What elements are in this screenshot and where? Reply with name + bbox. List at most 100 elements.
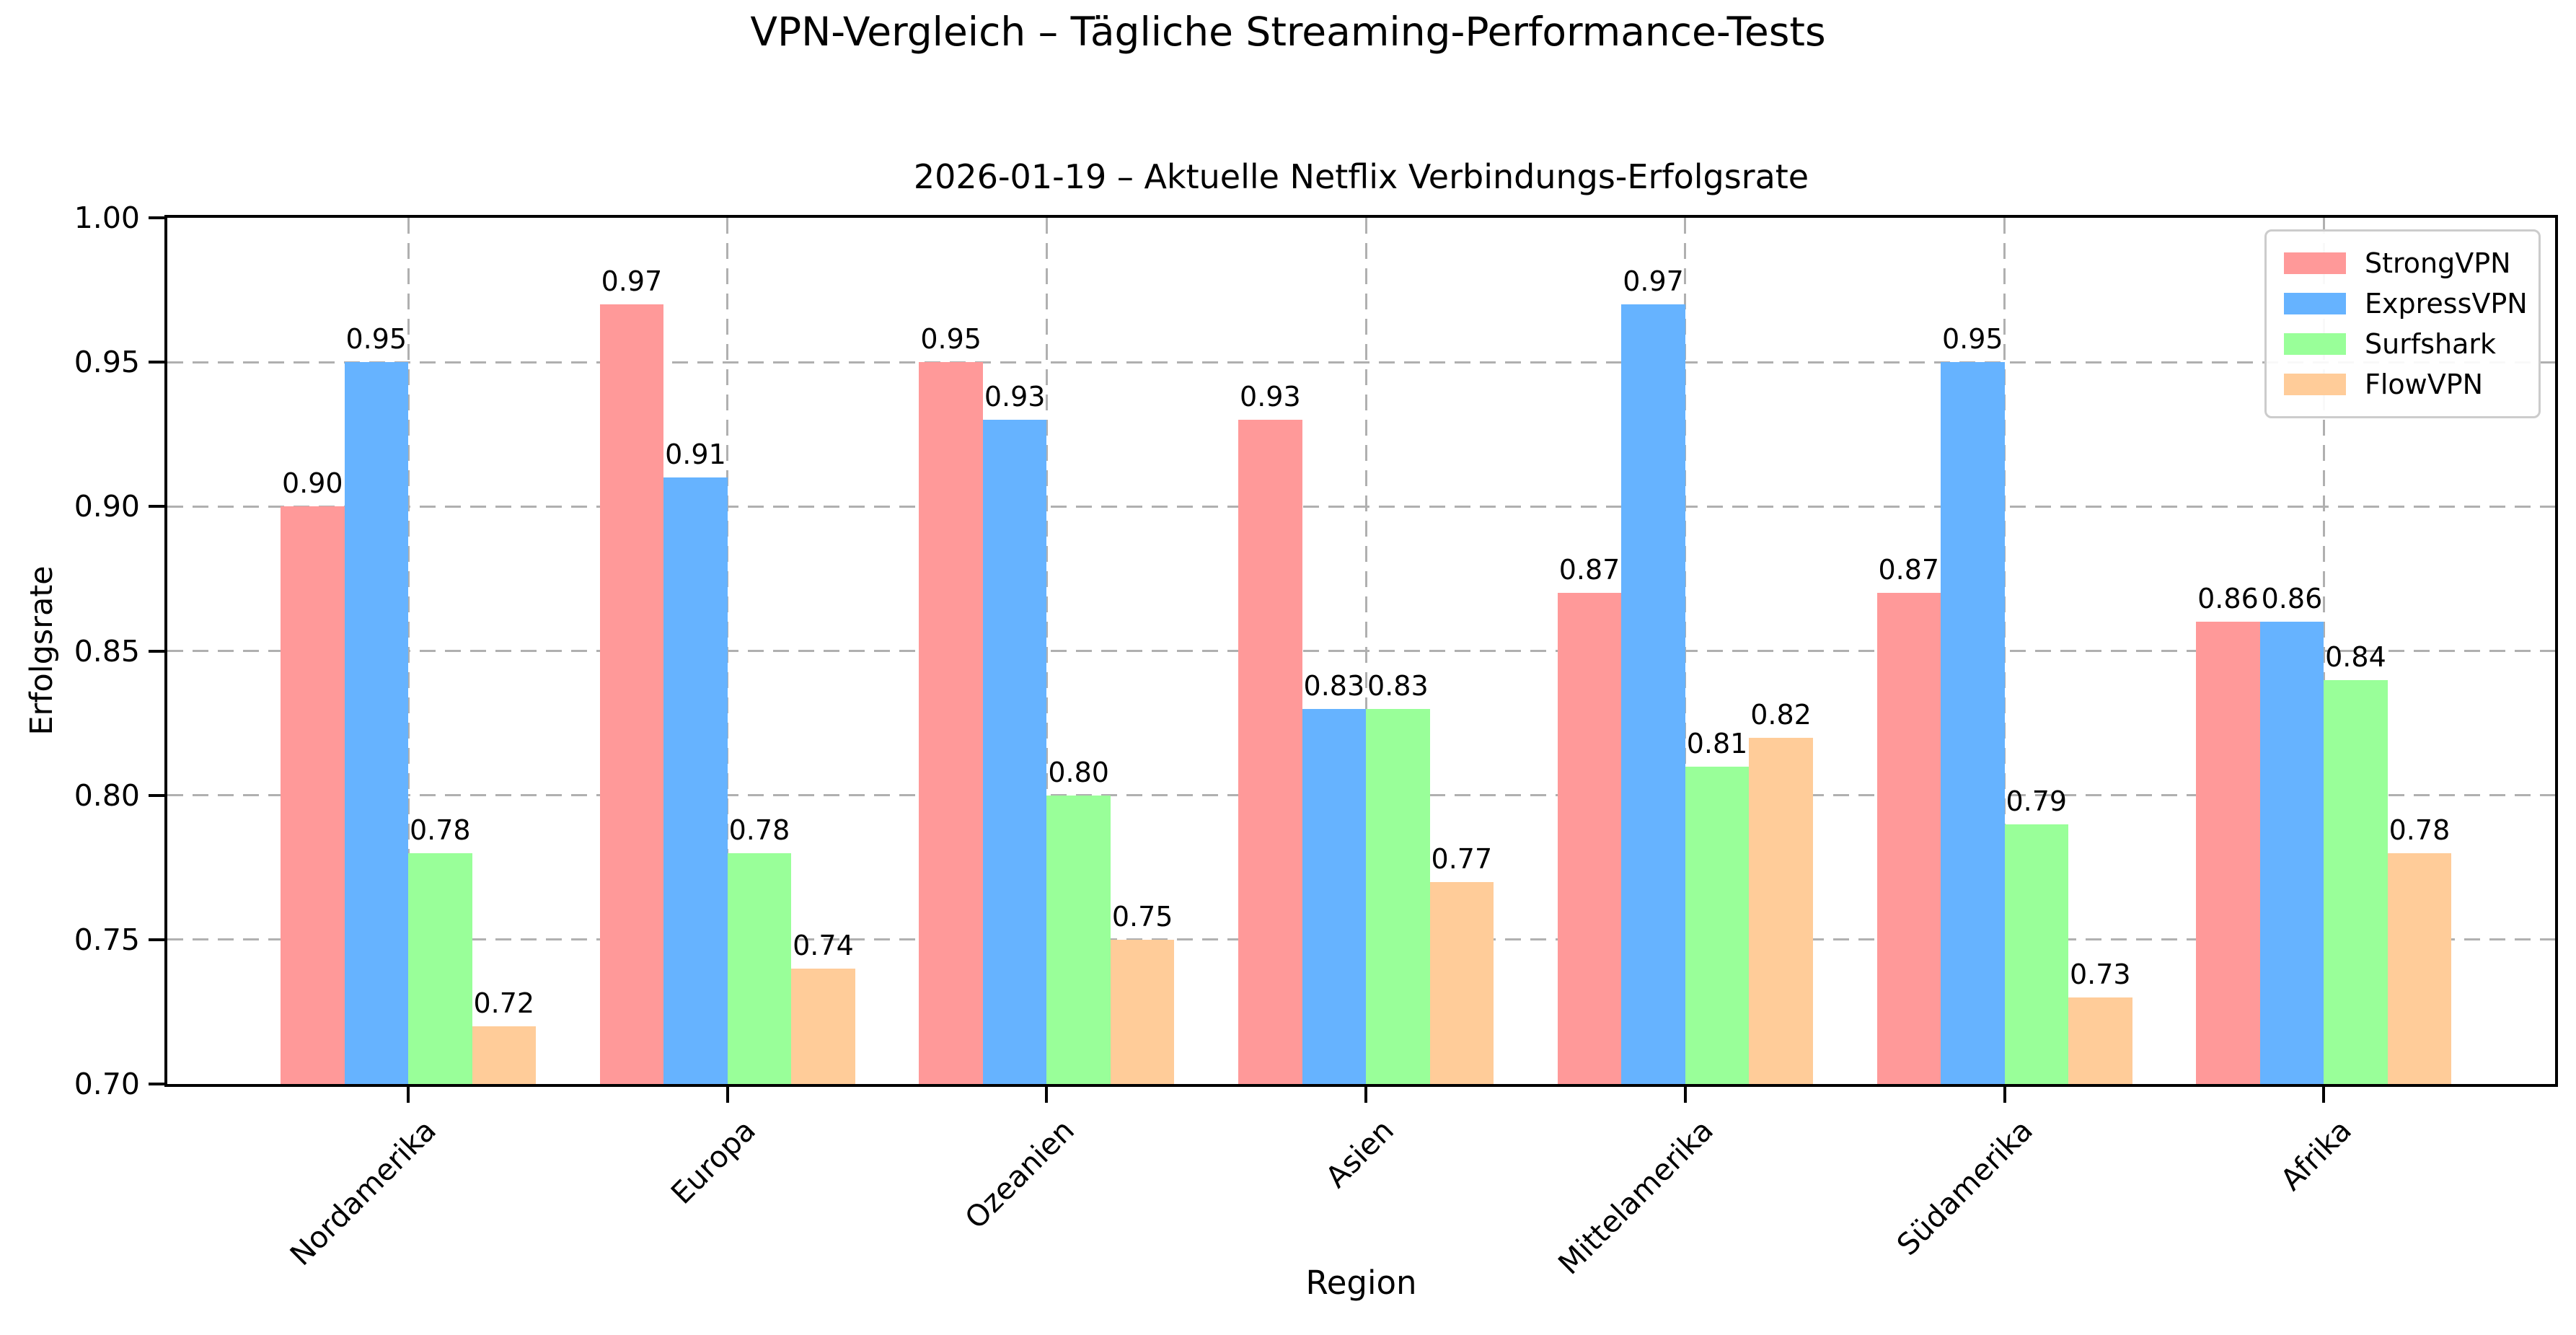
y-axis-tick bbox=[149, 793, 164, 797]
bar-surfshark-afrika bbox=[2324, 679, 2388, 1084]
gridline-vertical bbox=[1684, 218, 1687, 1084]
bar-value-label: 0.86 bbox=[2261, 583, 2323, 615]
bar-strongvpn-afrika bbox=[2196, 622, 2260, 1084]
legend-entry-expressvpn: ExpressVPN bbox=[2284, 289, 2528, 318]
legend-label: FlowVPN bbox=[2365, 369, 2484, 400]
bar-flowvpn-afrika bbox=[2387, 852, 2452, 1084]
gridline-vertical bbox=[407, 218, 410, 1084]
figure-title: VPN-Vergleich – Tägliche Streaming-Perfo… bbox=[750, 9, 1826, 55]
bar-surfshark-südamerika bbox=[2004, 824, 2068, 1084]
x-tick-label: Ozeanien bbox=[958, 1113, 1082, 1236]
y-tick-label: 0.70 bbox=[74, 1067, 140, 1101]
bar-value-label: 0.97 bbox=[1623, 265, 1684, 298]
bar-expressvpn-südamerika bbox=[1941, 362, 2005, 1084]
bar-strongvpn-europa bbox=[599, 304, 664, 1084]
bar-value-label: 0.90 bbox=[281, 467, 343, 500]
bar-value-label: 0.93 bbox=[1240, 381, 1301, 413]
bar-value-label: 0.93 bbox=[984, 381, 1046, 413]
bar-expressvpn-ozeanien bbox=[982, 420, 1047, 1084]
bar-expressvpn-europa bbox=[663, 477, 728, 1084]
bar-value-label: 0.75 bbox=[1111, 900, 1173, 933]
bar-flowvpn-mittelamerika bbox=[1749, 737, 1813, 1084]
legend-swatch bbox=[2284, 293, 2346, 314]
bar-value-label: 0.87 bbox=[1878, 554, 1940, 586]
bar-strongvpn-mittelamerika bbox=[1557, 593, 1622, 1084]
bar-value-label: 0.72 bbox=[473, 987, 535, 1019]
bar-strongvpn-nordamerika bbox=[281, 506, 345, 1084]
plot-area: 0.90 0.95 0.78 0.72 0.97 0.91 0.78 0.74 0.95 0.93… bbox=[164, 215, 2558, 1087]
legend-label: StrongVPN bbox=[2365, 247, 2511, 279]
x-tick-label: Afrika bbox=[2274, 1113, 2359, 1197]
x-axis-tick bbox=[2322, 1087, 2326, 1103]
bar-value-label: 0.95 bbox=[920, 323, 982, 356]
axes-title: 2026-01-19 – Aktuelle Netflix Verbindung… bbox=[913, 157, 1809, 196]
x-axis-tick bbox=[1364, 1087, 1368, 1103]
bar-value-label: 0.86 bbox=[2197, 583, 2259, 615]
bar-strongvpn-asien bbox=[1238, 420, 1302, 1084]
y-tick-label: 1.00 bbox=[74, 201, 140, 235]
legend-entry-surfshark: Surfshark bbox=[2284, 330, 2521, 358]
x-axis-label: Region bbox=[1305, 1264, 1417, 1302]
x-tick-label: Mittelamerika bbox=[1551, 1113, 1720, 1282]
bar-value-label: 0.84 bbox=[2325, 640, 2386, 673]
x-axis-tick bbox=[407, 1087, 410, 1103]
y-tick-label: 0.90 bbox=[74, 489, 140, 524]
bar-value-label: 0.78 bbox=[409, 814, 471, 846]
gridline-horizontal bbox=[167, 361, 2555, 364]
bar-expressvpn-asien bbox=[1302, 708, 1367, 1084]
legend-label: Surfshark bbox=[2365, 328, 2497, 360]
y-tick-label: 0.75 bbox=[74, 922, 140, 957]
bar-value-label: 0.78 bbox=[728, 814, 790, 846]
y-tick-label: 0.85 bbox=[74, 633, 140, 669]
bar-value-label: 0.74 bbox=[793, 929, 854, 961]
x-axis-tick bbox=[725, 1087, 729, 1103]
gridline-vertical bbox=[726, 218, 729, 1084]
bar-expressvpn-nordamerika bbox=[344, 362, 408, 1084]
bar-value-label: 0.83 bbox=[1303, 669, 1365, 702]
bar-value-label: 0.73 bbox=[2069, 958, 2131, 990]
bar-value-label: 0.77 bbox=[1431, 842, 1493, 875]
bar-surfshark-asien bbox=[1366, 708, 1430, 1084]
bar-expressvpn-afrika bbox=[2259, 622, 2324, 1084]
bar-value-label: 0.79 bbox=[2006, 785, 2068, 817]
x-tick-label: Südamerika bbox=[1889, 1113, 2039, 1262]
y-axis-tick bbox=[149, 649, 164, 653]
legend-swatch bbox=[2284, 333, 2346, 355]
legend-entry-flowvpn: FlowVPN bbox=[2284, 370, 2521, 399]
x-tick-label: Asien bbox=[1318, 1113, 1401, 1195]
x-axis-tick bbox=[1683, 1087, 1687, 1103]
y-tick-label: 0.95 bbox=[74, 345, 140, 380]
legend-swatch bbox=[2284, 252, 2346, 274]
y-axis-tick bbox=[149, 1083, 164, 1085]
bar-value-label: 0.81 bbox=[1686, 727, 1748, 759]
x-axis-tick bbox=[2003, 1087, 2006, 1103]
bar-flowvpn-ozeanien bbox=[1110, 939, 1175, 1084]
x-axis-tick bbox=[1045, 1087, 1049, 1103]
y-tick-label: 0.80 bbox=[74, 777, 140, 813]
bar-value-label: 0.95 bbox=[345, 323, 407, 356]
gridline-horizontal bbox=[167, 650, 2555, 652]
gridline-horizontal bbox=[167, 505, 2555, 508]
y-axis-tick bbox=[149, 505, 164, 508]
bar-flowvpn-europa bbox=[791, 968, 855, 1084]
bar-value-label: 0.82 bbox=[1750, 698, 1812, 731]
bar-flowvpn-südamerika bbox=[2068, 997, 2132, 1084]
legend-entry-strongvpn: StrongVPN bbox=[2284, 249, 2521, 278]
y-axis-label: Erfolgsrate bbox=[24, 565, 60, 736]
legend-swatch bbox=[2284, 374, 2346, 395]
bar-expressvpn-mittelamerika bbox=[1621, 304, 1685, 1084]
bar-surfshark-ozeanien bbox=[1046, 795, 1111, 1084]
gridline-vertical bbox=[1364, 218, 1367, 1084]
y-axis-tick bbox=[149, 361, 164, 364]
gridline-vertical bbox=[2322, 218, 2325, 1084]
gridline-vertical bbox=[1045, 218, 1048, 1084]
y-axis-tick bbox=[149, 938, 164, 941]
bar-flowvpn-nordamerika bbox=[472, 1026, 536, 1084]
x-tick-label: Nordamerika bbox=[283, 1113, 443, 1273]
y-axis-tick bbox=[149, 216, 164, 219]
bar-value-label: 0.95 bbox=[1941, 323, 2003, 356]
x-tick-label: Europa bbox=[663, 1113, 762, 1211]
bar-value-label: 0.78 bbox=[2388, 814, 2451, 846]
bar-value-label: 0.80 bbox=[1048, 756, 1109, 788]
